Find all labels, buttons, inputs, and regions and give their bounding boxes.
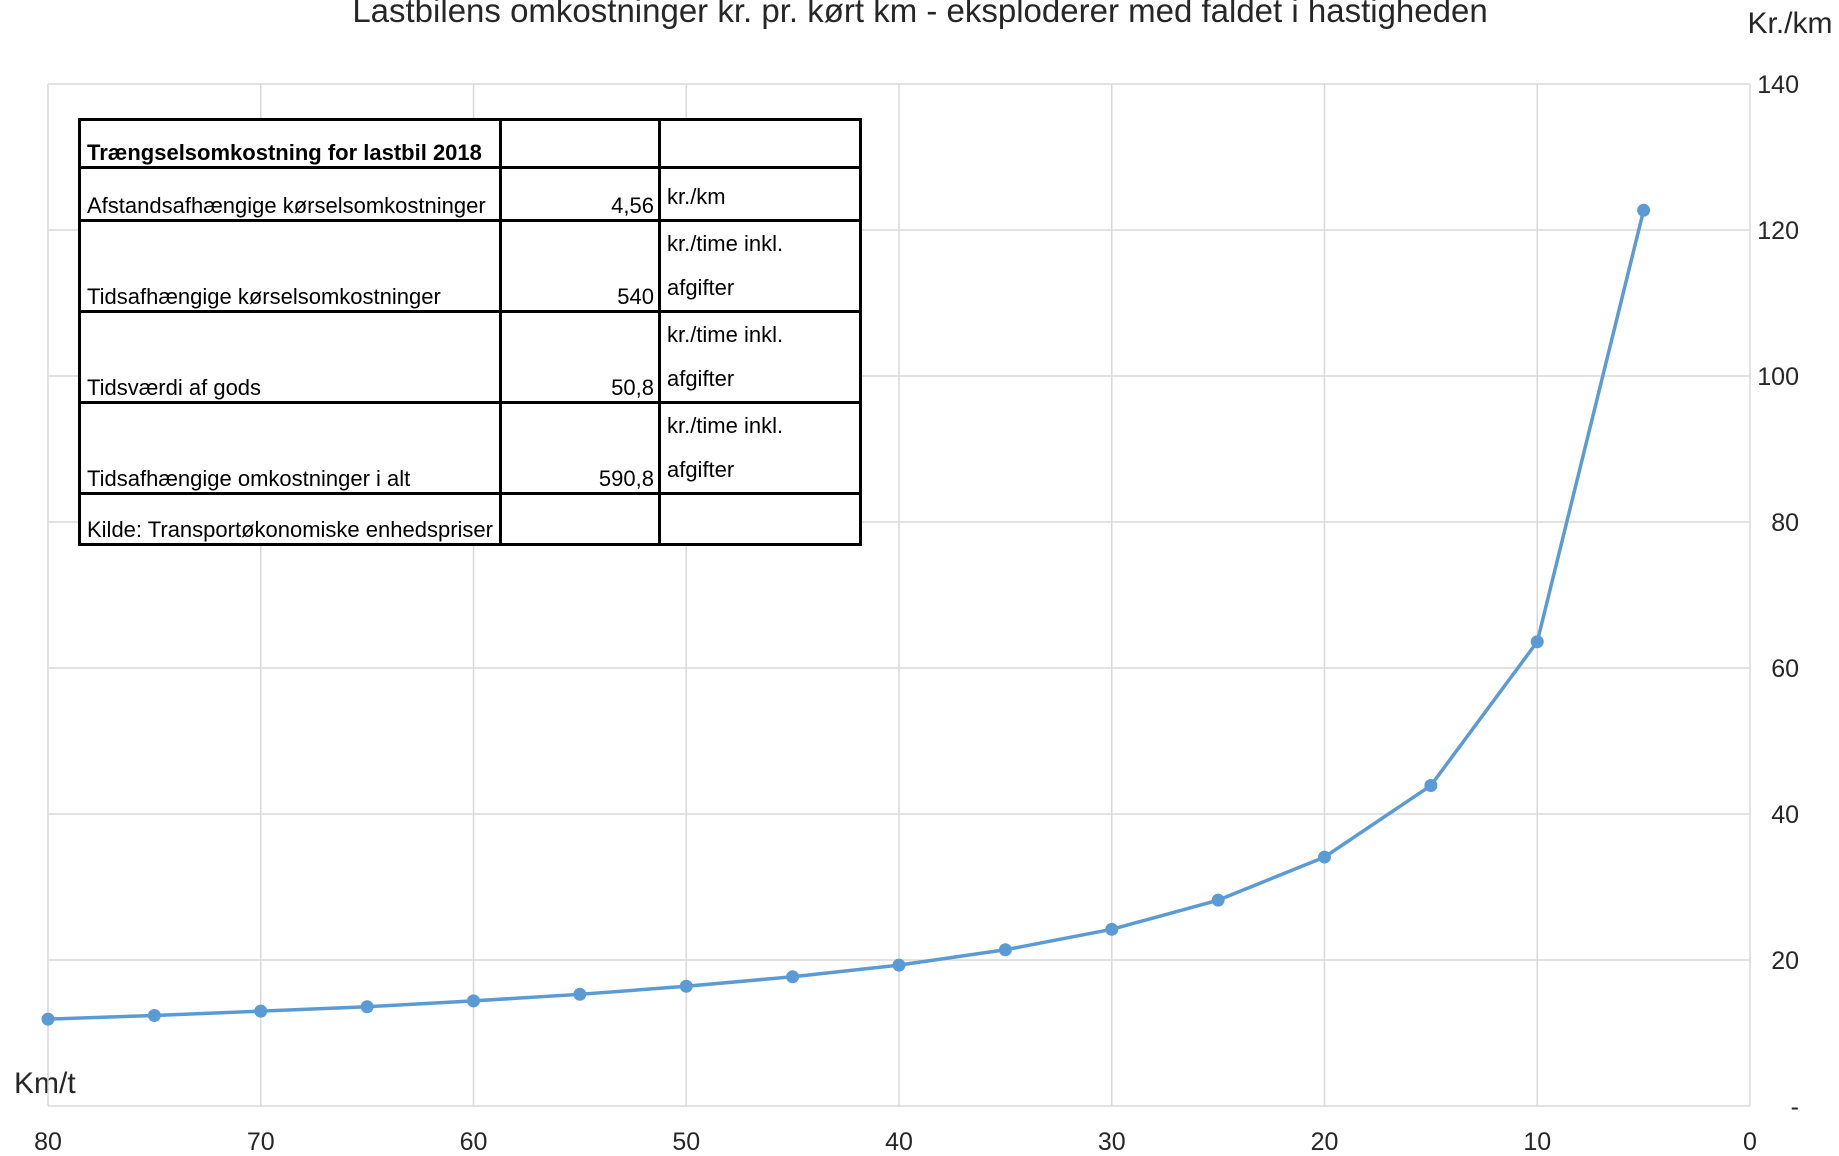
data-point bbox=[1530, 635, 1544, 649]
y-axis-title: Kr./km bbox=[1747, 7, 1832, 40]
y-tick-label: 20 bbox=[1771, 947, 1799, 975]
data-point bbox=[1211, 893, 1225, 907]
row-unit: kr./time inkl. afgifter bbox=[657, 310, 862, 404]
row-value: 540 bbox=[498, 219, 661, 313]
y-tick-label: 40 bbox=[1771, 801, 1799, 829]
x-tick-label: 20 bbox=[1311, 1128, 1339, 1156]
y-tick-label: 80 bbox=[1771, 509, 1799, 537]
data-point bbox=[892, 958, 906, 972]
table-row: Afstandsafhængige kørselsomkostninger 4,… bbox=[78, 166, 862, 222]
row-unit: kr./km bbox=[657, 166, 862, 222]
table-source: Kilde: Transportøkonomiske enhedspriser bbox=[78, 492, 502, 546]
data-point bbox=[1424, 779, 1438, 793]
table-row: Tidsafhængige omkostninger i alt 590,8 k… bbox=[78, 401, 862, 495]
x-tick-label: 30 bbox=[1098, 1128, 1126, 1156]
data-point bbox=[679, 979, 693, 993]
data-point bbox=[41, 1012, 55, 1026]
row-value: 4,56 bbox=[498, 166, 661, 222]
x-tick-label: 60 bbox=[460, 1128, 488, 1156]
row-label: Tidsafhængige kørselsomkostninger bbox=[78, 219, 502, 313]
table-cell-empty bbox=[498, 118, 661, 169]
row-label: Tidsafhængige omkostninger i alt bbox=[78, 401, 502, 495]
row-label: Afstandsafhængige kørselsomkostninger bbox=[78, 166, 502, 222]
x-tick-label: 70 bbox=[247, 1128, 275, 1156]
x-tick-label: 10 bbox=[1523, 1128, 1551, 1156]
table-source-row: Kilde: Transportøkonomiske enhedspriser bbox=[78, 492, 862, 546]
y-tick-label: 140 bbox=[1757, 71, 1799, 99]
data-point bbox=[1318, 850, 1331, 864]
table-header-row: Trængselsomkostning for lastbil 2018 bbox=[78, 118, 862, 169]
data-point bbox=[360, 1000, 374, 1014]
x-tick-label: 40 bbox=[885, 1128, 913, 1156]
row-unit: kr./time inkl. afgifter bbox=[657, 401, 862, 495]
chart-title: Lastbilens omkostninger kr. pr. kørt km … bbox=[352, 0, 1487, 29]
cost-table: Trængselsomkostning for lastbil 2018 Afs… bbox=[78, 118, 862, 546]
series-line bbox=[47, 209, 1646, 1021]
table-row: Tidsafhængige kørselsomkostninger 540 kr… bbox=[78, 219, 862, 313]
y-tick-label: 100 bbox=[1757, 363, 1799, 391]
row-value: 50,8 bbox=[498, 310, 661, 404]
table-row: Tidsværdi af gods 50,8 kr./time inkl. af… bbox=[78, 310, 862, 404]
data-point bbox=[467, 994, 480, 1008]
x-axis-title: Km/t bbox=[14, 1067, 76, 1100]
data-point bbox=[573, 987, 587, 1001]
y-tick-label: 60 bbox=[1771, 655, 1799, 683]
data-point bbox=[1105, 922, 1119, 936]
y-tick-label: 120 bbox=[1757, 217, 1799, 245]
y-tick-label: - bbox=[1791, 1093, 1799, 1121]
data-point bbox=[147, 1008, 161, 1022]
x-tick-label: 50 bbox=[672, 1128, 700, 1156]
row-unit: kr./time inkl. afgifter bbox=[657, 219, 862, 313]
data-point bbox=[254, 1004, 268, 1018]
x-tick-label: 80 bbox=[34, 1128, 62, 1156]
data-point bbox=[786, 970, 800, 984]
table-cell-empty bbox=[657, 118, 862, 169]
data-point bbox=[998, 943, 1012, 957]
data-point bbox=[1637, 203, 1651, 217]
x-tick-label: 0 bbox=[1743, 1128, 1757, 1156]
row-label: Tidsværdi af gods bbox=[78, 310, 502, 404]
data-series bbox=[41, 203, 1651, 1026]
table-title: Trængselsomkostning for lastbil 2018 bbox=[78, 118, 502, 169]
table-cell-empty bbox=[498, 492, 661, 546]
row-value: 590,8 bbox=[498, 401, 661, 495]
table-cell-empty bbox=[657, 492, 862, 546]
